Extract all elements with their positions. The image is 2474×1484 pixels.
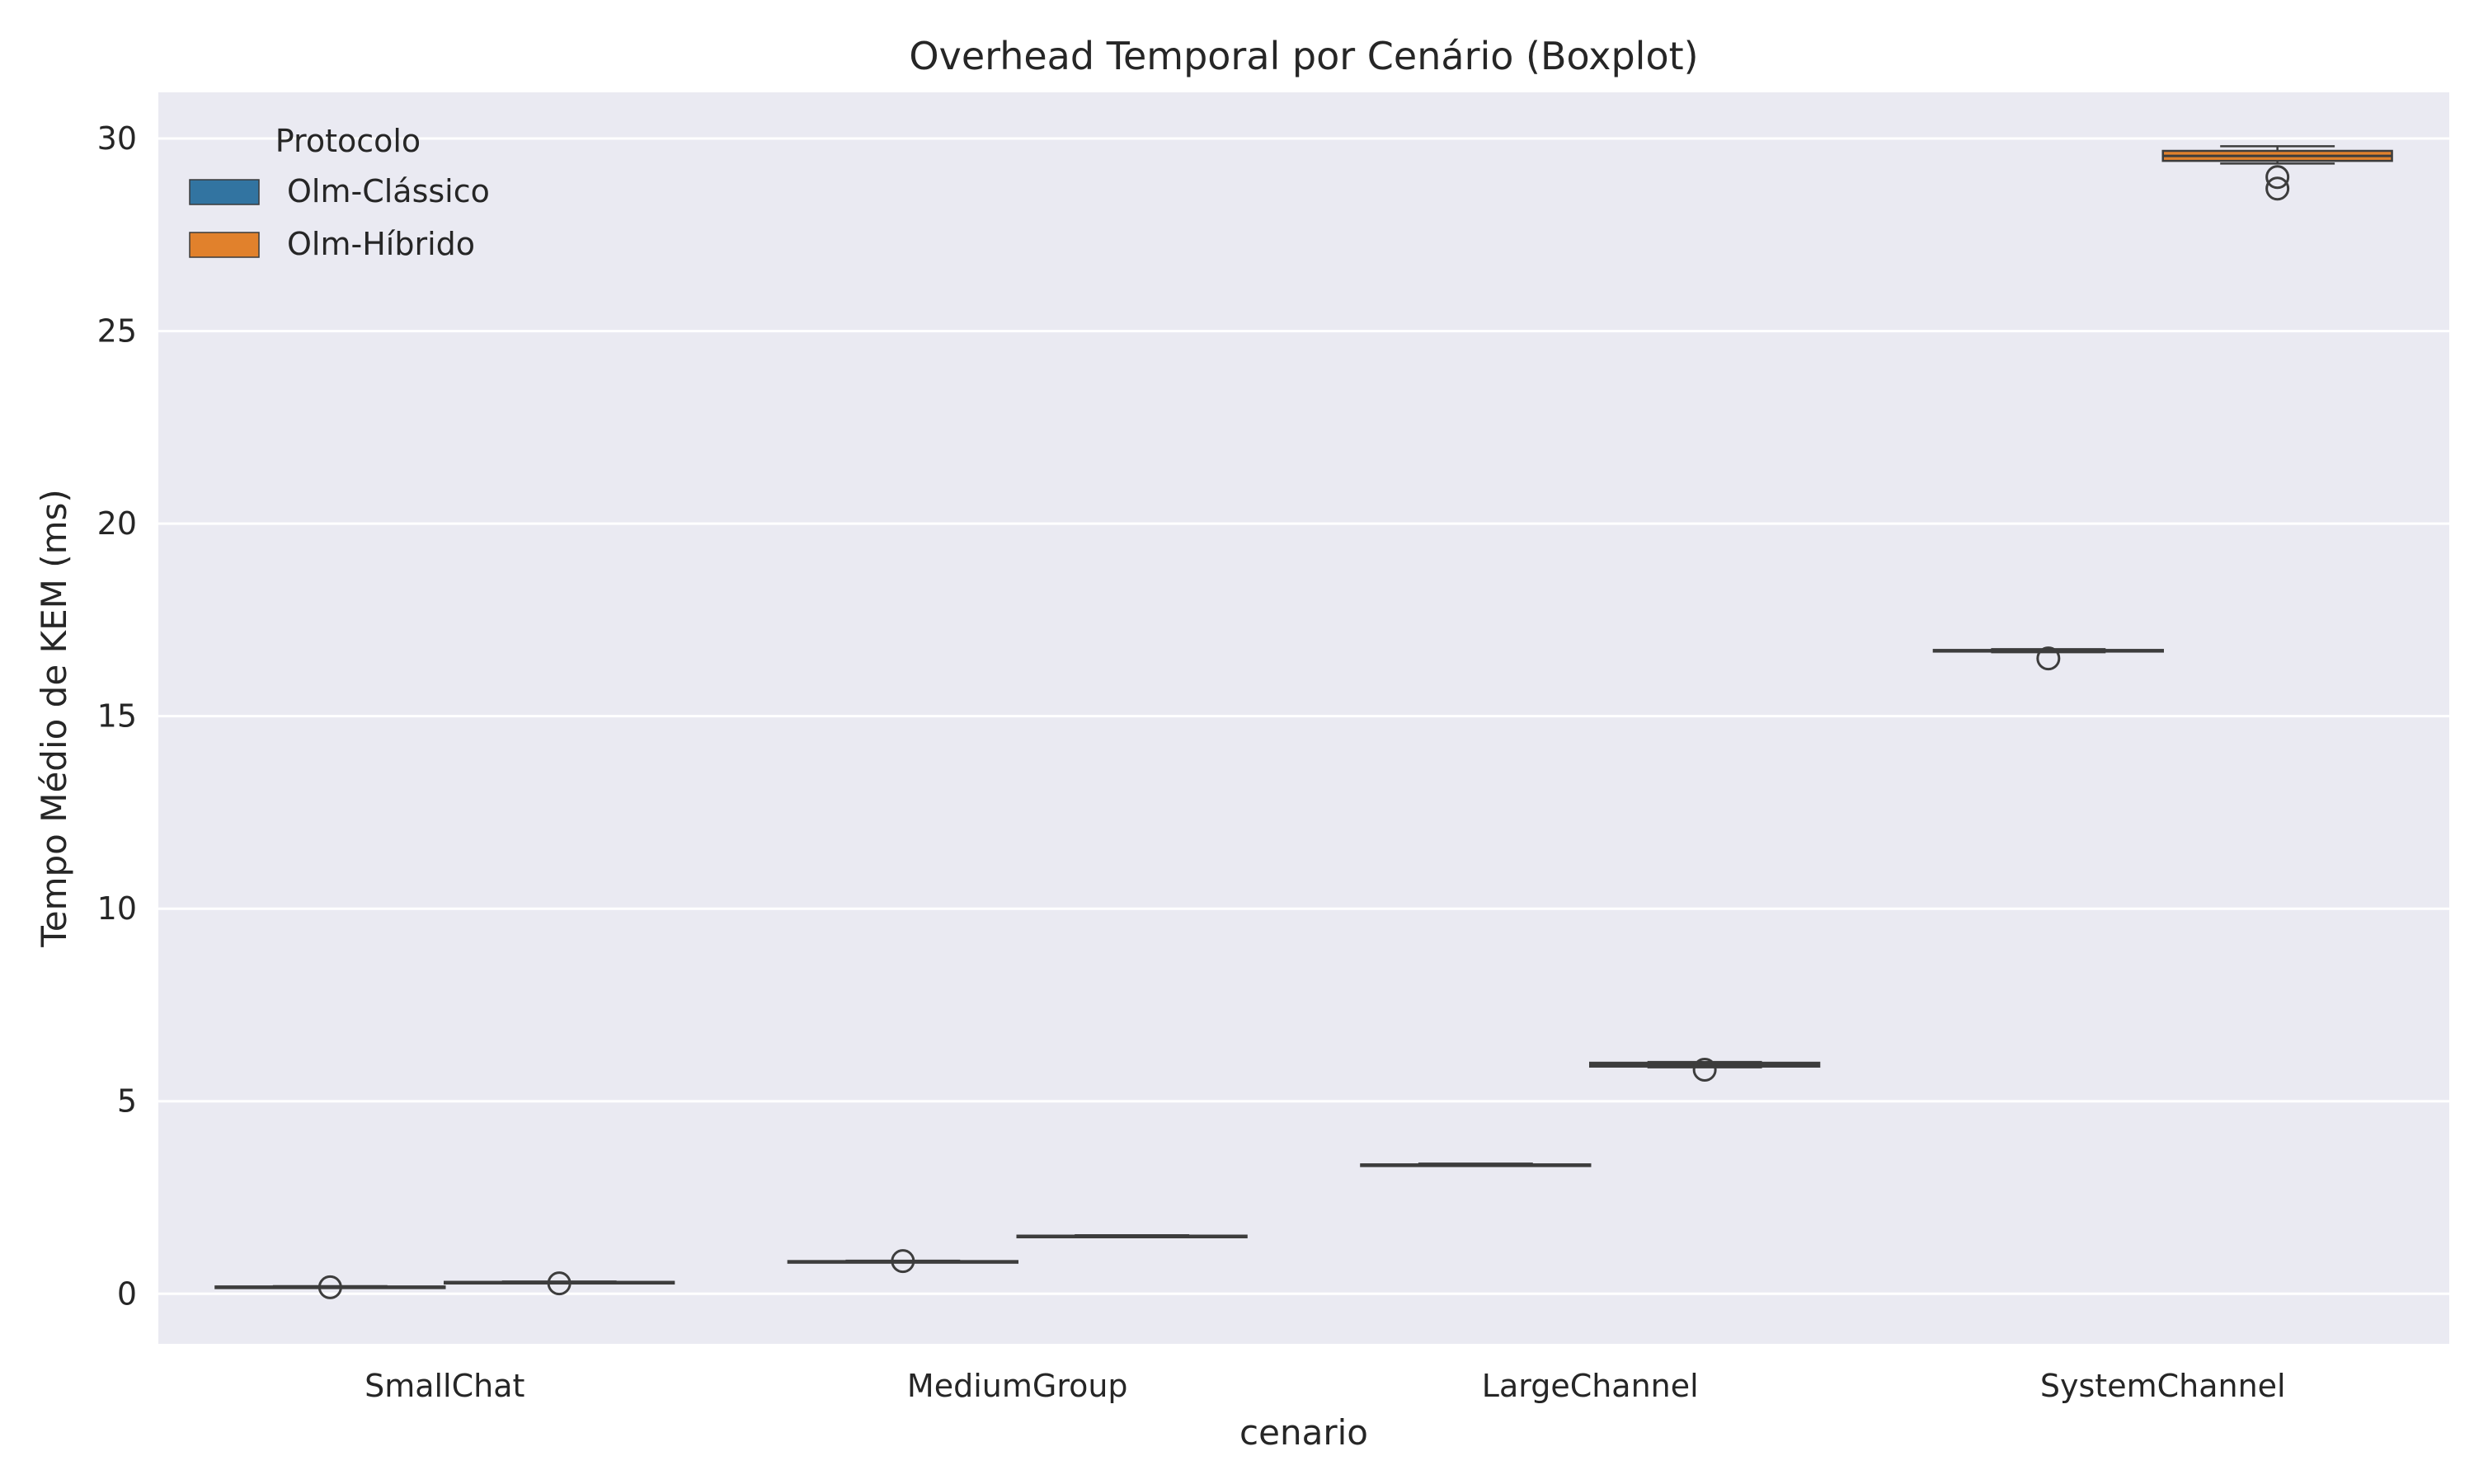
box-largechannel-olm-hibrido bbox=[1589, 1057, 1821, 1082]
grid-lines bbox=[158, 137, 2449, 1295]
legend-swatch-olm-classico bbox=[189, 179, 260, 205]
outlier-point bbox=[1692, 1057, 1717, 1082]
box-systemchannel-olm-hibrido bbox=[2161, 145, 2393, 201]
x-axis-label: cenario bbox=[1239, 1412, 1368, 1453]
x-tick-labels: SmallChat MediumGroup LargeChannel SystemCh… bbox=[365, 1368, 2286, 1404]
x-tick-smallchat: SmallChat bbox=[365, 1368, 524, 1404]
y-tick-0: 0 bbox=[117, 1275, 137, 1312]
outlier-point bbox=[891, 1249, 915, 1274]
outlier-point bbox=[2265, 165, 2290, 190]
legend-label-olm-classico: Olm-Clássico bbox=[287, 173, 490, 209]
box-series bbox=[214, 145, 2393, 1299]
outlier-point bbox=[547, 1271, 571, 1296]
box-smallchat-olm-classico bbox=[214, 1275, 446, 1299]
y-tick-10: 10 bbox=[97, 890, 137, 927]
box-systemchannel-olm-classico bbox=[1932, 646, 2164, 671]
legend-title: Protocolo bbox=[275, 123, 421, 159]
y-tick-20: 20 bbox=[97, 505, 137, 542]
box-mediumgroup-olm-hibrido bbox=[1016, 1234, 1248, 1239]
box-smallchat-olm-hibrido bbox=[444, 1271, 675, 1296]
box-largechannel-olm-classico bbox=[1360, 1162, 1592, 1167]
legend: Protocolo Olm-Clássico Olm-Híbrido bbox=[189, 123, 490, 262]
box-mediumgroup-olm-classico bbox=[787, 1249, 1018, 1274]
y-axis-label: Tempo Médio de KEM (ms) bbox=[34, 489, 74, 948]
y-tick-labels: 0 5 10 15 20 25 30 bbox=[97, 120, 137, 1312]
y-tick-15: 15 bbox=[97, 698, 137, 735]
x-tick-mediumgroup: MediumGroup bbox=[907, 1368, 1128, 1404]
y-tick-25: 25 bbox=[97, 313, 137, 350]
x-tick-systemchannel: SystemChannel bbox=[2040, 1368, 2286, 1404]
outlier-point bbox=[2265, 176, 2290, 201]
y-tick-30: 30 bbox=[97, 120, 137, 157]
plot-area bbox=[158, 92, 2449, 1344]
chart-title: Overhead Temporal por Cenário (Boxplot) bbox=[909, 34, 1698, 78]
outlier-point bbox=[2036, 646, 2061, 671]
legend-label-olm-hibrido: Olm-Híbrido bbox=[287, 226, 475, 262]
legend-swatch-olm-hibrido bbox=[189, 232, 260, 258]
y-tick-5: 5 bbox=[117, 1083, 137, 1120]
outlier-point bbox=[317, 1275, 342, 1299]
x-tick-largechannel: LargeChannel bbox=[1482, 1368, 1699, 1404]
